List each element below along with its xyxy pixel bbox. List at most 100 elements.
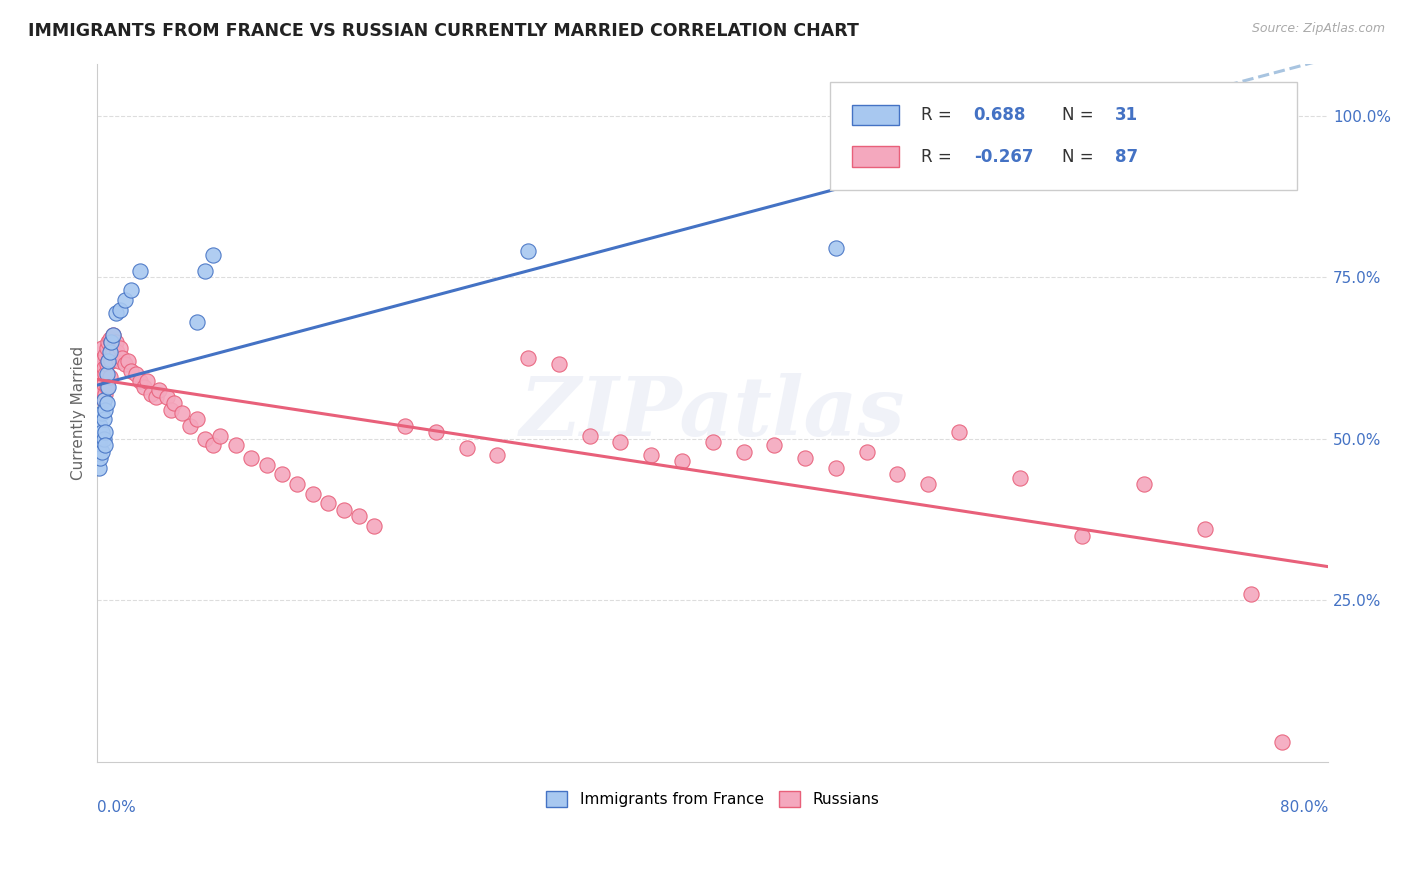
Point [94, 438, 117, 452]
Point [103, 338, 125, 352]
Point [97, 354, 120, 368]
Point [486, 448, 509, 462]
Point [824, 241, 846, 255]
Point [332, 503, 354, 517]
Point [96, 380, 118, 394]
Point [96, 341, 118, 355]
Text: -0.267: -0.267 [974, 148, 1033, 166]
Point [886, 467, 908, 482]
Text: ZIPatlas: ZIPatlas [520, 373, 905, 453]
Point [763, 438, 786, 452]
Point [240, 451, 263, 466]
Point [301, 486, 323, 500]
Point [96, 358, 118, 372]
Point [94, 425, 117, 440]
Point [91, 444, 114, 458]
Point [91, 341, 114, 355]
Point [225, 438, 247, 452]
Point [1240, 587, 1263, 601]
Point [94, 348, 117, 362]
Point [104, 306, 127, 320]
Point [98, 351, 121, 365]
Point [201, 438, 224, 452]
Point [105, 344, 128, 359]
Point [271, 467, 294, 482]
Point [733, 444, 755, 458]
Point [110, 302, 132, 317]
Point [101, 344, 124, 359]
Point [104, 334, 127, 349]
Point [89, 432, 111, 446]
Point [129, 374, 152, 388]
Point [94, 367, 117, 381]
Point [170, 406, 193, 420]
Text: R =: R = [921, 148, 956, 166]
Point [425, 425, 447, 440]
Point [101, 328, 124, 343]
Point [89, 386, 111, 401]
Point [609, 435, 631, 450]
Text: N =: N = [1063, 106, 1099, 124]
Point [100, 334, 122, 349]
Point [87, 380, 110, 394]
Point [101, 328, 124, 343]
Point [98, 370, 121, 384]
Point [114, 293, 136, 307]
Point [91, 384, 114, 398]
Point [111, 351, 134, 365]
Point [456, 442, 478, 456]
Point [100, 354, 122, 368]
Text: 31: 31 [1115, 106, 1139, 124]
Point [89, 451, 111, 466]
Point [132, 380, 155, 394]
Point [87, 438, 110, 452]
Legend: Immigrants from France, Russians: Immigrants from France, Russians [540, 785, 886, 814]
Point [1271, 735, 1294, 749]
Point [517, 244, 540, 259]
Point [91, 406, 114, 420]
Point [94, 386, 117, 401]
Point [145, 390, 167, 404]
Point [285, 477, 308, 491]
Point [93, 432, 115, 446]
Point [93, 412, 115, 426]
Point [89, 360, 111, 375]
Point [1194, 522, 1216, 536]
Point [94, 402, 117, 417]
Point [316, 496, 339, 510]
Point [517, 351, 540, 365]
Point [97, 334, 120, 349]
Point [394, 418, 416, 433]
Point [129, 264, 152, 278]
Point [194, 264, 217, 278]
Point [89, 418, 111, 433]
Text: N =: N = [1063, 148, 1099, 166]
Point [1071, 529, 1094, 543]
Text: Source: ZipAtlas.com: Source: ZipAtlas.com [1251, 22, 1385, 36]
Point [201, 247, 224, 261]
Point [120, 364, 142, 378]
Point [186, 412, 208, 426]
Text: 0.688: 0.688 [974, 106, 1026, 124]
Point [1010, 470, 1032, 484]
Point [93, 392, 115, 407]
Point [91, 425, 114, 440]
Point [363, 519, 385, 533]
Y-axis label: Currently Married: Currently Married [72, 346, 86, 480]
Point [186, 316, 208, 330]
Point [97, 354, 120, 368]
Point [194, 432, 217, 446]
Point [702, 435, 724, 450]
Text: 80.0%: 80.0% [1279, 800, 1329, 815]
Text: IMMIGRANTS FROM FRANCE VS RUSSIAN CURRENTLY MARRIED CORRELATION CHART: IMMIGRANTS FROM FRANCE VS RUSSIAN CURREN… [28, 22, 859, 40]
Point [179, 418, 201, 433]
Point [135, 374, 157, 388]
Point [91, 367, 114, 381]
Point [100, 334, 122, 349]
Point [87, 460, 110, 475]
Bar [852, 146, 898, 168]
Point [794, 451, 817, 466]
FancyBboxPatch shape [830, 81, 1298, 190]
Point [578, 428, 600, 442]
Point [141, 386, 163, 401]
